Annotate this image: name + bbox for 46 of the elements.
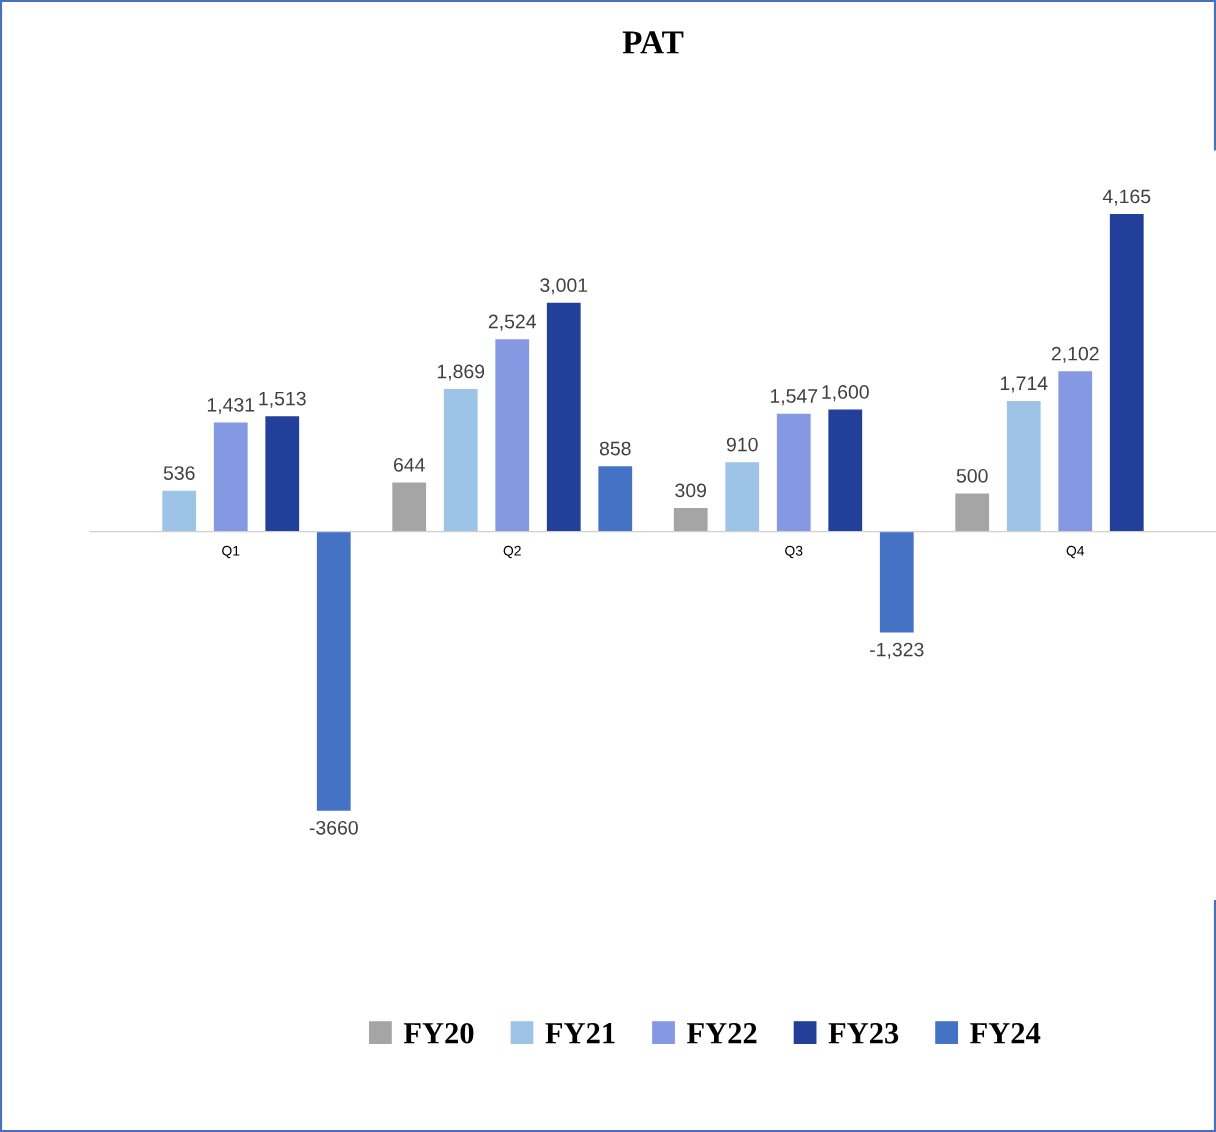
data-label: 500	[956, 468, 988, 483]
legend-label: FY23	[828, 1022, 899, 1044]
bar	[1109, 214, 1144, 532]
bar	[213, 422, 248, 532]
data-label: 1,600	[822, 385, 869, 402]
bar	[955, 493, 990, 532]
data-label: -1,323	[870, 642, 924, 659]
data-label: -3660	[309, 820, 358, 835]
bar	[828, 409, 863, 532]
x-tick-label: Q4	[1066, 545, 1085, 559]
data-label: 1,547	[770, 389, 818, 406]
bar	[1058, 371, 1093, 532]
bar	[725, 462, 760, 532]
bar	[776, 413, 811, 532]
bar	[162, 490, 197, 532]
bar	[1006, 400, 1041, 532]
bar	[673, 508, 708, 532]
bar	[495, 339, 530, 532]
data-label: 4,165	[1102, 189, 1151, 206]
bar	[392, 482, 427, 532]
bar	[598, 466, 633, 532]
data-label: 910	[726, 437, 758, 452]
x-tick-label: Q3	[785, 545, 803, 559]
data-label: 1,714	[1000, 376, 1048, 393]
legend-label: FY20	[403, 1022, 474, 1044]
bar	[443, 389, 478, 532]
data-label: 1,869	[437, 364, 485, 381]
bar	[316, 531, 351, 811]
data-label: 2,102	[1051, 346, 1099, 363]
data-label: 1,431	[207, 397, 255, 415]
x-tick-label: Q1	[222, 545, 240, 559]
legend-label: FY21	[545, 1022, 615, 1044]
legend-label: FY24	[970, 1022, 1041, 1044]
data-label: 858	[599, 441, 631, 456]
x-tick-label: Q2	[503, 545, 521, 559]
bar	[265, 416, 300, 532]
chart-title: PAT	[622, 31, 684, 54]
data-label: 3,001	[540, 278, 588, 295]
data-label: 2,524	[488, 314, 536, 331]
data-label: 536	[163, 466, 195, 480]
data-label: 309	[675, 483, 707, 498]
bar	[546, 302, 581, 532]
data-label: 644	[393, 457, 425, 472]
legend-label: FY22	[686, 1022, 757, 1044]
data-label: 1,513	[259, 391, 306, 408]
bar	[879, 531, 914, 633]
